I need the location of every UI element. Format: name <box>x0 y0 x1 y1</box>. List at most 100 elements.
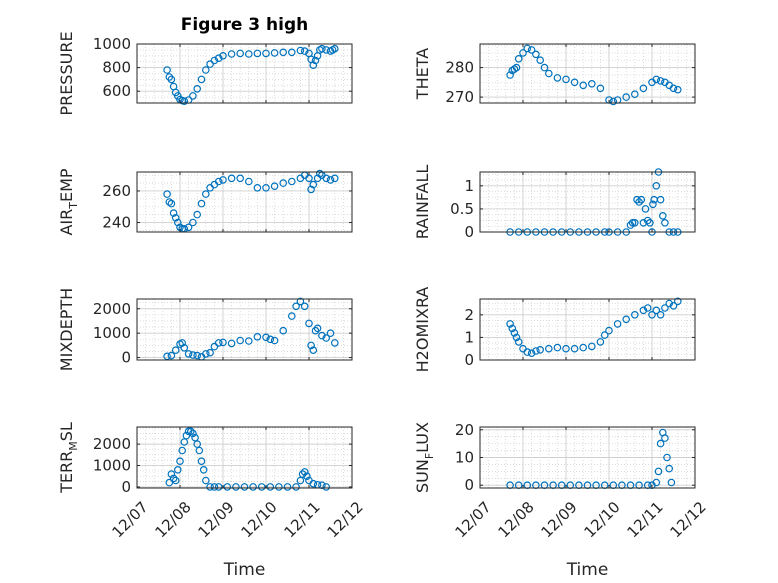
data-point <box>318 331 326 340</box>
y-tick-label: 2 <box>464 306 474 324</box>
data-point <box>562 75 570 84</box>
data-point <box>214 339 223 347</box>
x-tick-label: 12/08 <box>494 498 537 541</box>
data-point <box>652 75 661 84</box>
y-tick-label: 0 <box>464 476 474 494</box>
x-tick-label: 12/07 <box>108 498 151 541</box>
data-point <box>570 344 579 353</box>
data-point <box>202 350 210 358</box>
data-point <box>519 49 527 57</box>
data-point <box>298 470 307 478</box>
y-tick-label: 1000 <box>93 324 131 342</box>
data-point <box>193 440 202 448</box>
data-point <box>628 219 637 227</box>
data-point <box>305 174 313 183</box>
data-point <box>165 73 174 81</box>
y-axis-label: TERRMSL <box>57 422 80 494</box>
data-point <box>214 483 223 491</box>
data-point <box>292 302 300 311</box>
data-point <box>669 301 678 310</box>
axes-background <box>480 299 695 360</box>
data-point <box>187 427 195 436</box>
data-point <box>544 344 553 353</box>
data-point <box>656 77 665 85</box>
data-point <box>540 63 549 72</box>
data-point <box>309 479 318 488</box>
data-series <box>163 297 339 361</box>
data-point <box>180 97 189 106</box>
data-point <box>300 468 309 476</box>
axes-background <box>137 427 352 488</box>
x-tick-label: 12/12 <box>666 498 709 541</box>
axes-frame <box>479 43 696 104</box>
data-point <box>245 50 253 58</box>
data-point <box>227 174 236 183</box>
data-point <box>195 446 204 455</box>
y-tick-label: 270 <box>445 88 474 106</box>
data-point <box>270 49 279 57</box>
y-tick-label: 0 <box>464 351 474 369</box>
data-point <box>279 48 288 57</box>
data-point <box>665 464 674 473</box>
data-point <box>315 169 324 178</box>
data-point <box>266 483 275 491</box>
data-point <box>330 44 339 53</box>
data-point <box>202 476 210 485</box>
data-point <box>667 478 676 487</box>
data-point <box>202 66 210 74</box>
subplot-theta: 270 280 THETA <box>413 43 696 106</box>
data-point <box>275 483 283 491</box>
data-point <box>257 483 266 491</box>
data-point <box>322 174 331 183</box>
data-point <box>656 310 665 319</box>
data-point <box>253 332 262 341</box>
data-point <box>536 56 545 65</box>
data-point <box>176 457 184 466</box>
x-tick-label: 12/07 <box>451 498 494 541</box>
data-point <box>527 46 536 54</box>
data-point <box>279 179 288 187</box>
y-tick-label: 600 <box>102 82 131 100</box>
y-tick-label: 280 <box>445 59 474 77</box>
data-point <box>544 69 553 78</box>
y-tick-label: 0 <box>121 478 131 496</box>
data-series <box>163 44 339 106</box>
data-point <box>587 342 596 351</box>
data-series <box>165 427 331 491</box>
data-point <box>219 51 227 60</box>
data-point <box>313 324 322 333</box>
x-tick-label: 12/09 <box>537 498 580 541</box>
data-point <box>652 478 661 487</box>
data-point <box>661 219 669 227</box>
data-point <box>253 49 262 58</box>
data-point <box>171 214 180 222</box>
data-point <box>510 65 519 73</box>
data-point <box>210 56 219 65</box>
data-point <box>287 312 296 320</box>
axes-frame <box>136 426 353 489</box>
data-point <box>309 180 318 189</box>
axes-frame <box>136 171 353 233</box>
data-point <box>223 483 232 491</box>
data-point <box>609 97 618 106</box>
x-tick-label: 12/10 <box>580 498 623 541</box>
data-point <box>307 341 315 350</box>
data-point <box>553 74 562 82</box>
axes-frame <box>136 43 353 104</box>
data-point <box>184 427 193 436</box>
data-point <box>309 346 318 355</box>
data-point <box>605 326 613 335</box>
data-point <box>318 44 326 53</box>
y-axis-label: H2OMIXRA <box>413 287 432 373</box>
data-point <box>311 56 320 65</box>
data-point <box>643 216 652 225</box>
y-axis-label: AIRTEMP <box>57 168 80 235</box>
data-point <box>184 350 193 358</box>
data-point <box>214 177 223 186</box>
data-point <box>512 63 521 72</box>
y-tick-label: 800 <box>102 59 131 77</box>
subplot-mixdepth: 0 1000 2000 MIXDEPTH <box>57 288 353 371</box>
data-point <box>262 184 270 192</box>
data-point <box>287 48 296 57</box>
